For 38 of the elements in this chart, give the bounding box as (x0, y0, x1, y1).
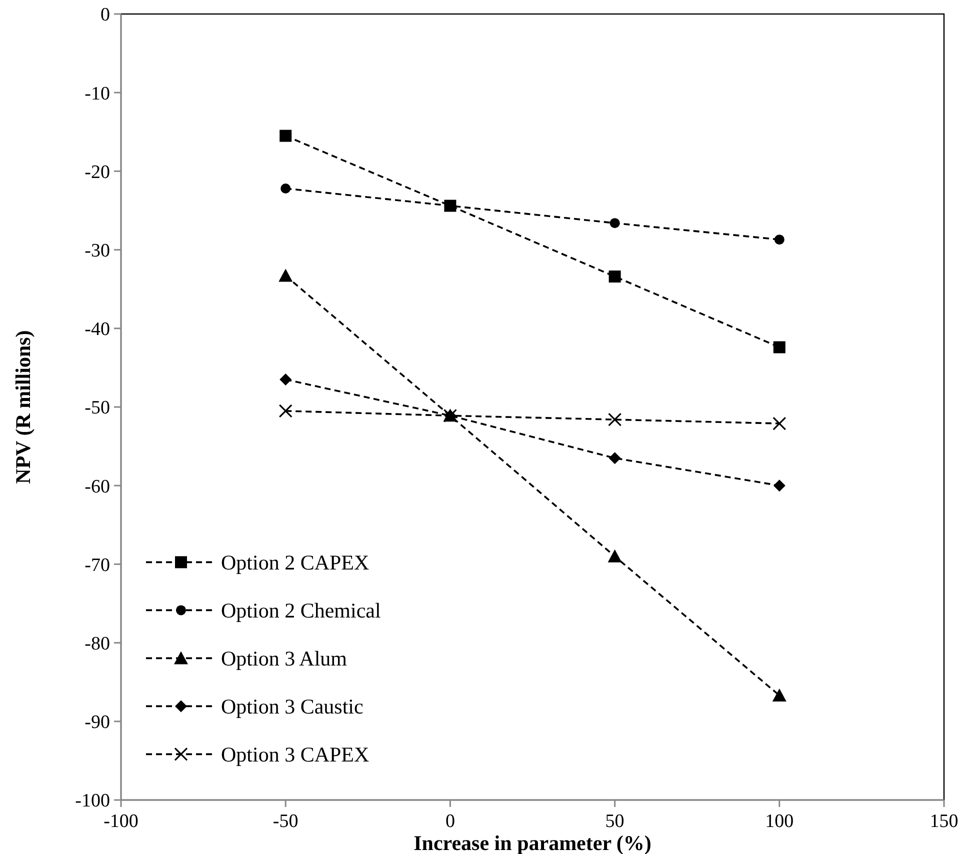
point (772, 688, 786, 702)
y-tick-label: -80 (84, 633, 110, 654)
x-tick-label: -50 (272, 811, 298, 832)
point (608, 412, 622, 426)
point (610, 218, 620, 228)
y-tick-label: -30 (84, 240, 110, 262)
y-tick-label: -50 (84, 398, 110, 419)
point (280, 183, 291, 194)
x-tick-label: 50 (605, 811, 624, 832)
legend-label: Option 3 Caustic (221, 694, 364, 719)
point (278, 404, 292, 418)
x-tick-label: -100 (104, 811, 138, 832)
y-tick-label: -60 (84, 476, 110, 498)
point (773, 480, 786, 492)
y-axis-title: NPV (R millions) (11, 330, 35, 484)
y-tick-label: -20 (84, 162, 110, 183)
y-tick-label: -10 (84, 83, 110, 104)
point (772, 416, 786, 430)
y-tick-label: -100 (75, 790, 110, 812)
y-tick-label: -90 (84, 712, 110, 734)
y-tick-label: -40 (84, 319, 110, 340)
point (278, 268, 293, 282)
legend-label: Option 2 CAPEX (221, 550, 370, 575)
legend-label: Option 3 CAPEX (221, 742, 370, 767)
point (608, 452, 621, 464)
x-tick-label: 100 (765, 811, 794, 832)
point (608, 270, 621, 283)
legend-label: Option 3 Alum (221, 646, 348, 671)
point (280, 373, 292, 386)
x-tick-label: 150 (930, 811, 958, 832)
y-tick-label: -70 (84, 554, 110, 576)
point (608, 549, 622, 562)
point (773, 341, 786, 354)
x-tick-label: 0 (445, 811, 455, 832)
point (280, 130, 292, 142)
legend-label: Option 2 Chemical (221, 598, 381, 623)
y-tick-label: 0 (100, 4, 110, 26)
point (774, 234, 784, 245)
